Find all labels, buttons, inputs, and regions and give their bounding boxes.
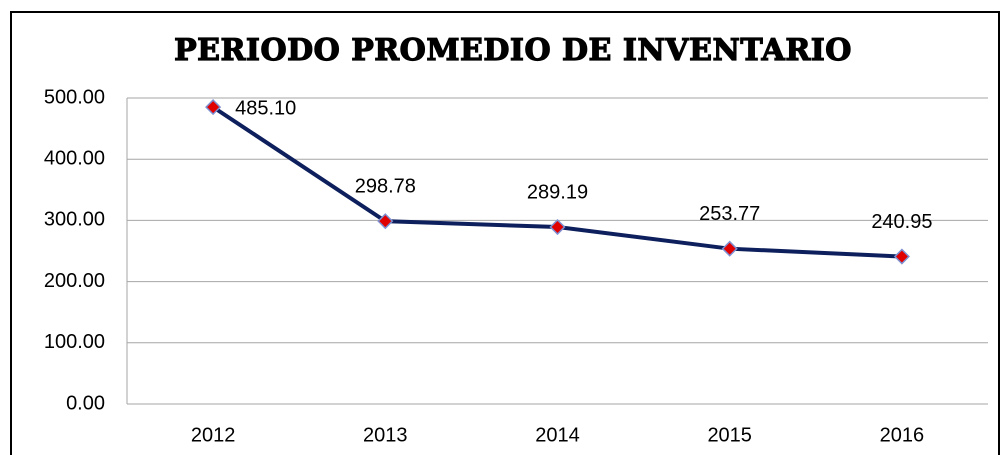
- marker: [205, 99, 222, 116]
- y-tick-label: 0.00: [66, 392, 105, 414]
- x-tick-label: 2016: [880, 424, 925, 446]
- data-label: 289.19: [527, 181, 588, 203]
- marker: [893, 248, 910, 265]
- x-tick-label: 2014: [535, 424, 580, 446]
- data-label: 240.95: [871, 211, 932, 233]
- data-label: 485.10: [235, 97, 296, 119]
- chart-title: PERIODO PROMEDIO DE INVENTARIO: [174, 33, 852, 68]
- x-tick-label: 2013: [363, 424, 408, 446]
- data-label: 298.78: [355, 175, 416, 197]
- marker: [721, 240, 738, 257]
- chart-frame: [10, 11, 1000, 455]
- x-tick-label: 2012: [191, 424, 236, 446]
- x-tick-label: 2015: [707, 424, 752, 446]
- data-label: 253.77: [699, 203, 760, 225]
- y-tick-label: 400.00: [44, 147, 105, 169]
- y-tick-label: 500.00: [44, 86, 105, 108]
- marker: [549, 218, 566, 236]
- y-tick-label: 100.00: [44, 331, 105, 353]
- y-tick-label: 200.00: [44, 270, 105, 292]
- y-tick-label: 300.00: [44, 209, 105, 231]
- marker: [377, 213, 394, 230]
